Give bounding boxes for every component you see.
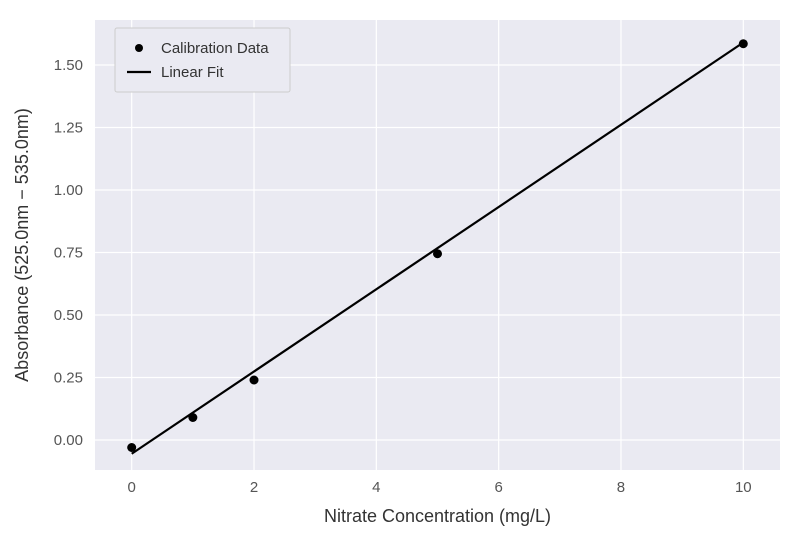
x-tick-label: 2 bbox=[250, 479, 258, 496]
x-axis-label: Nitrate Concentration (mg/L) bbox=[324, 506, 551, 526]
y-tick-label: 1.00 bbox=[54, 182, 83, 199]
y-tick-label: 0.50 bbox=[54, 307, 83, 324]
data-point bbox=[250, 376, 259, 385]
y-tick-label: 0.25 bbox=[54, 370, 83, 387]
legend-label: Calibration Data bbox=[161, 40, 269, 57]
x-tick-label: 6 bbox=[494, 479, 502, 496]
x-tick-label: 10 bbox=[735, 479, 752, 496]
x-tick-label: 0 bbox=[128, 479, 136, 496]
data-point bbox=[739, 39, 748, 48]
legend-marker-icon bbox=[135, 44, 143, 52]
data-point bbox=[127, 443, 136, 452]
y-tick-label: 1.25 bbox=[54, 120, 83, 137]
x-tick-label: 4 bbox=[372, 479, 380, 496]
data-point bbox=[433, 249, 442, 258]
y-tick-label: 0.75 bbox=[54, 245, 83, 262]
x-tick-label: 8 bbox=[617, 479, 625, 496]
data-point bbox=[188, 413, 197, 422]
legend-box bbox=[115, 28, 290, 92]
chart-svg: 0 2 4 6 8 10 0.00 0.25 0.50 0.75 1.00 1.25 1.50 Nitra… bbox=[0, 0, 810, 540]
y-tick-label: 1.50 bbox=[54, 57, 83, 74]
legend-label: Linear Fit bbox=[161, 64, 224, 81]
legend: Calibration Data Linear Fit bbox=[115, 28, 290, 92]
y-axis-label: Absorbance (525.0nm − 535.0nm) bbox=[12, 108, 32, 382]
y-tick-label: 0.00 bbox=[54, 432, 83, 449]
calibration-chart: 0 2 4 6 8 10 0.00 0.25 0.50 0.75 1.00 1.25 1.50 Nitra… bbox=[0, 0, 810, 540]
